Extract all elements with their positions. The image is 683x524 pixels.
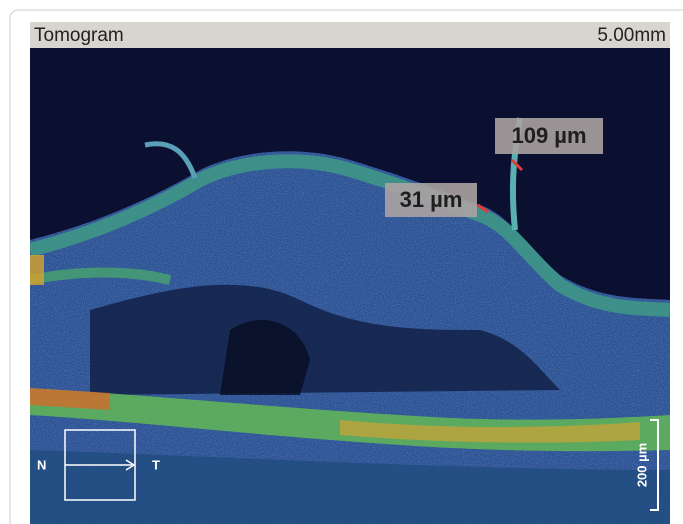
scale-label: 5.00mm [597, 25, 666, 46]
header-bar [30, 22, 670, 48]
title: Tomogram [34, 25, 124, 46]
scale-bar-label: 200 µm [634, 443, 649, 487]
page: {"header": {"title": "Tomogram", "scale"… [0, 0, 683, 524]
orientation-right: T [152, 457, 160, 472]
tomogram-figure: Tomogram 5.00mm 109 µm 31 µm N T 200 µm [0, 0, 683, 524]
orientation-left: N [37, 457, 46, 472]
annotation: 109 µm [511, 123, 586, 148]
annotation: 31 µm [400, 187, 463, 212]
